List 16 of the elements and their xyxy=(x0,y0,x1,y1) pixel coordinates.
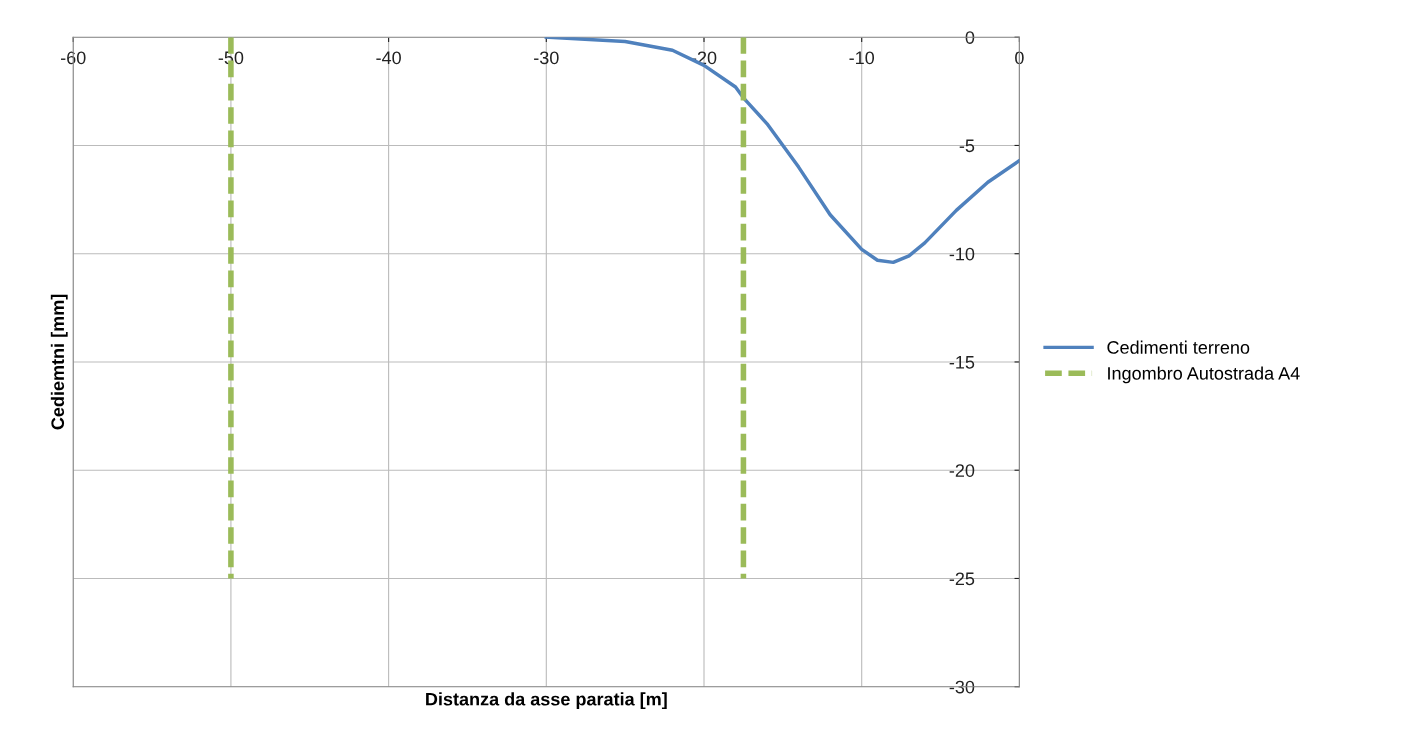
y-tick-label: 0 xyxy=(965,31,975,44)
y-tick-label: -15 xyxy=(949,356,975,369)
y-tick-label: -25 xyxy=(949,572,975,586)
x-tick-label: 0 xyxy=(1015,51,1024,65)
x-tick-label: -10 xyxy=(849,51,875,65)
x-tick-label: -40 xyxy=(376,51,401,65)
y-axis-title: Cediemtni [mm] xyxy=(50,294,68,430)
y-tick-label: -20 xyxy=(949,464,975,477)
x-tick-label: -30 xyxy=(534,51,559,65)
legend-label: Cedimenti terreno xyxy=(1107,340,1250,354)
y-tick-label: -5 xyxy=(959,139,975,153)
x-tick-label: -60 xyxy=(60,51,86,65)
legend-label: Ingombro Autostrada A4 xyxy=(1108,366,1300,384)
x-axis-title: Distanza da asse paratia [m] xyxy=(426,692,667,710)
y-tick-label: -10 xyxy=(949,247,975,261)
y-tick-label: -30 xyxy=(949,680,975,694)
